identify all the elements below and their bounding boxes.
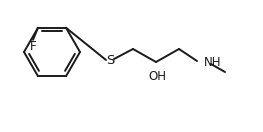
Text: F: F xyxy=(30,40,36,53)
Text: NH: NH xyxy=(204,55,221,69)
Text: S: S xyxy=(106,53,114,67)
Text: OH: OH xyxy=(148,70,166,82)
